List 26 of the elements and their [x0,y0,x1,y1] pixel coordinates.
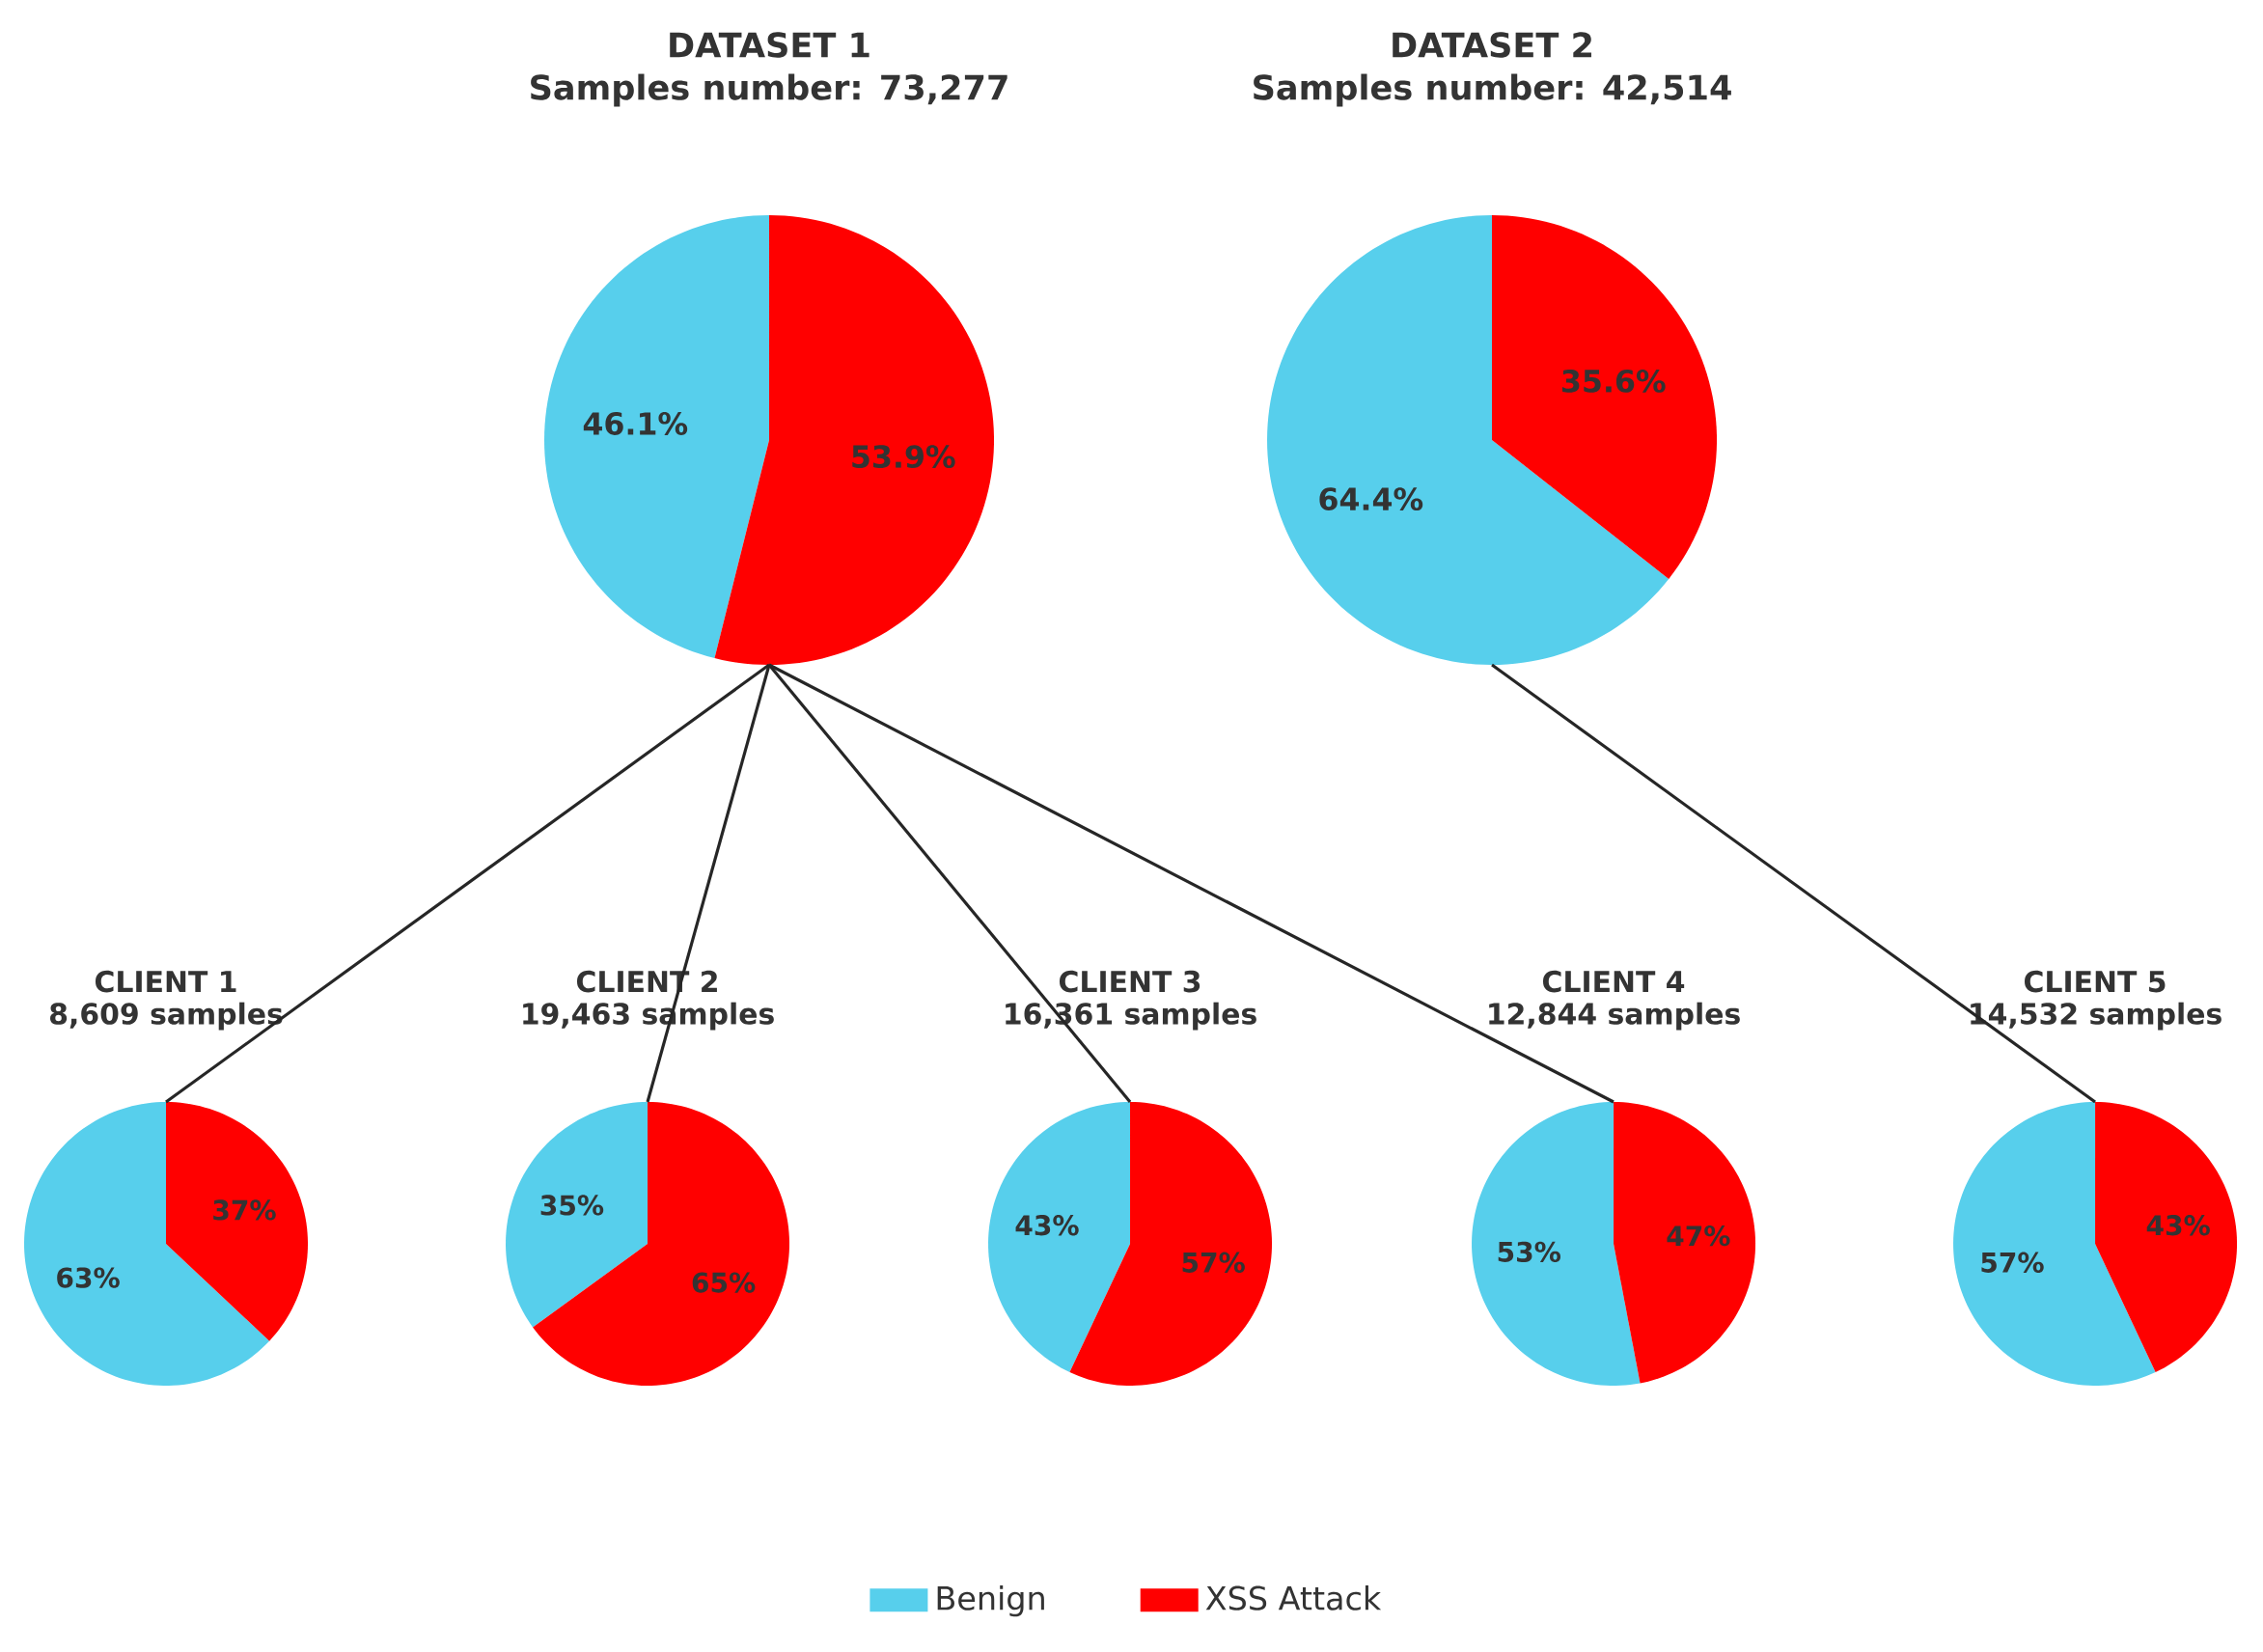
data-label: 53.9% [852,445,955,469]
chart-subtitle: 12,844 samples [1489,1002,1740,1031]
data-label: 35% [540,1195,604,1216]
chart-title: CLIENT 4 [1542,970,1685,993]
data-label: 65% [692,1272,756,1293]
chart-title: CLIENT 5 [2025,970,2166,993]
chart-subtitle: Samples number: 42,514 [1254,73,1731,107]
data-label: 35.6% [1561,369,1666,393]
legend-label: XSS Attack [1205,1585,1382,1611]
chart-subtitle: 8,609 samples [50,1002,283,1031]
data-label: 57% [1182,1252,1245,1273]
chart-title: CLIENT 1 [95,970,236,993]
data-label: 46.1% [583,411,688,435]
chart-title: CLIENT 3 [1059,970,1200,993]
data-label: 64.4% [1319,487,1423,511]
data-label: 57% [1981,1252,2044,1273]
data-label: 43% [1015,1215,1079,1236]
data-label: 53% [1498,1241,1560,1262]
data-label: 43% [2146,1215,2210,1236]
data-label: 63% [57,1267,120,1288]
legend-label: Benign [937,1585,1044,1617]
chart-title: DATASET 2 [1393,32,1591,58]
data-label: 37% [213,1199,276,1221]
chart-title: DATASET 1 [670,32,869,58]
chart-subtitle: Samples number: 73,277 [531,73,1007,107]
data-label: 47% [1667,1225,1730,1247]
